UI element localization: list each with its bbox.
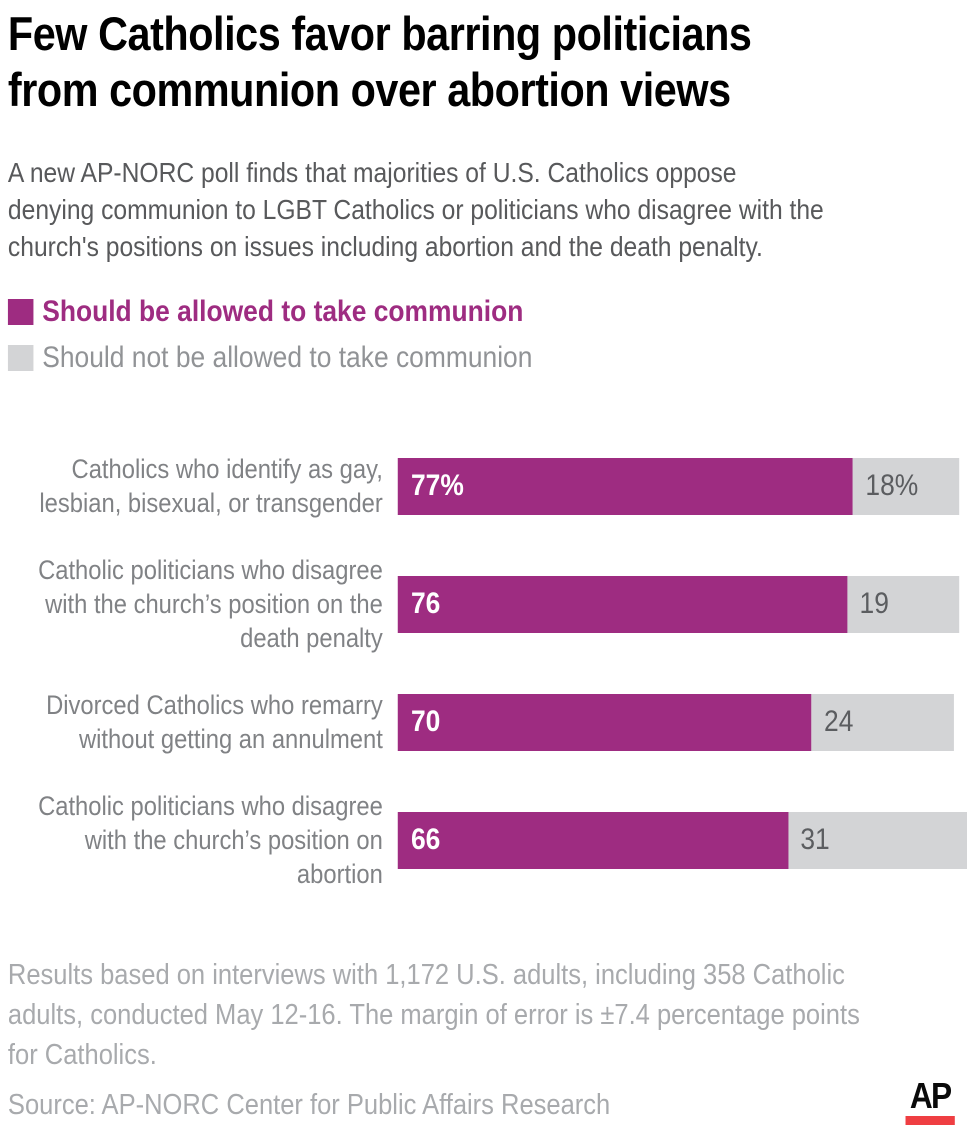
ap-logo: AP	[905, 1075, 955, 1125]
bar-allowed: 77%	[397, 457, 854, 515]
legend: Should be allowed to take communion Shou…	[7, 295, 957, 374]
subtitle: A new AP-NORC poll finds that majorities…	[7, 157, 824, 262]
bar-allowed: 66	[397, 811, 789, 869]
bar-not-allowed: 24	[811, 693, 954, 751]
legend-item-not-allowed: Should not be allowed to take communion	[7, 341, 957, 374]
chart-row: Catholic politicians who disagree with t…	[8, 781, 967, 899]
bar-track: 70 24	[397, 693, 967, 751]
ap-logo-red-bar	[905, 1116, 955, 1125]
bar-track: 66 31	[397, 811, 967, 869]
bar-allowed: 70	[397, 693, 812, 751]
bar-value-not-allowed: 19	[859, 587, 889, 620]
legend-swatch-not-allowed-icon	[7, 345, 34, 371]
bar-allowed: 76	[397, 575, 848, 633]
chart-row: Divorced Catholics who remarry without g…	[8, 663, 957, 781]
page-title: Few Catholics favor barring politicians …	[7, 7, 752, 116]
legend-label-allowed: Should be allowed to take communion	[42, 295, 524, 328]
category-label: Catholic politicians who disagree with t…	[38, 791, 383, 889]
legend-item-allowed: Should be allowed to take communion	[7, 295, 957, 328]
bar-not-allowed: 31	[788, 811, 967, 869]
methodology-note: Results based on interviews with 1,172 U…	[7, 959, 860, 1071]
source-row: Source: AP-NORC Center for Public Affair…	[7, 1075, 957, 1125]
bar-chart: Catholics who identify as gay, lesbian, …	[8, 427, 967, 899]
bar-value-allowed: 77%	[410, 469, 464, 502]
bar-track: 76 19	[397, 575, 967, 633]
bar-value-allowed: 76	[410, 587, 441, 620]
bar-not-allowed: 19	[847, 575, 960, 633]
bar-value-not-allowed: 31	[800, 823, 830, 856]
legend-swatch-allowed-icon	[7, 299, 34, 325]
bar-not-allowed: 18%	[853, 457, 960, 515]
ap-logo-text: AP	[909, 1075, 952, 1116]
bar-value-not-allowed: 18%	[865, 469, 919, 502]
category-label: Catholics who identify as gay, lesbian, …	[39, 454, 383, 518]
bar-value-not-allowed: 24	[824, 705, 854, 738]
source-text: Source: AP-NORC Center for Public Affair…	[7, 1089, 611, 1121]
category-label: Catholic politicians who disagree with t…	[38, 555, 383, 653]
bar-track: 77% 18%	[397, 457, 967, 515]
bar-value-allowed: 70	[410, 705, 441, 738]
legend-label-not-allowed: Should not be allowed to take communion	[42, 341, 533, 374]
bar-value-allowed: 66	[410, 823, 441, 856]
chart-row: Catholics who identify as gay, lesbian, …	[8, 427, 960, 545]
category-label: Divorced Catholics who remarry without g…	[46, 690, 383, 754]
chart-row: Catholic politicians who disagree with t…	[8, 545, 960, 663]
